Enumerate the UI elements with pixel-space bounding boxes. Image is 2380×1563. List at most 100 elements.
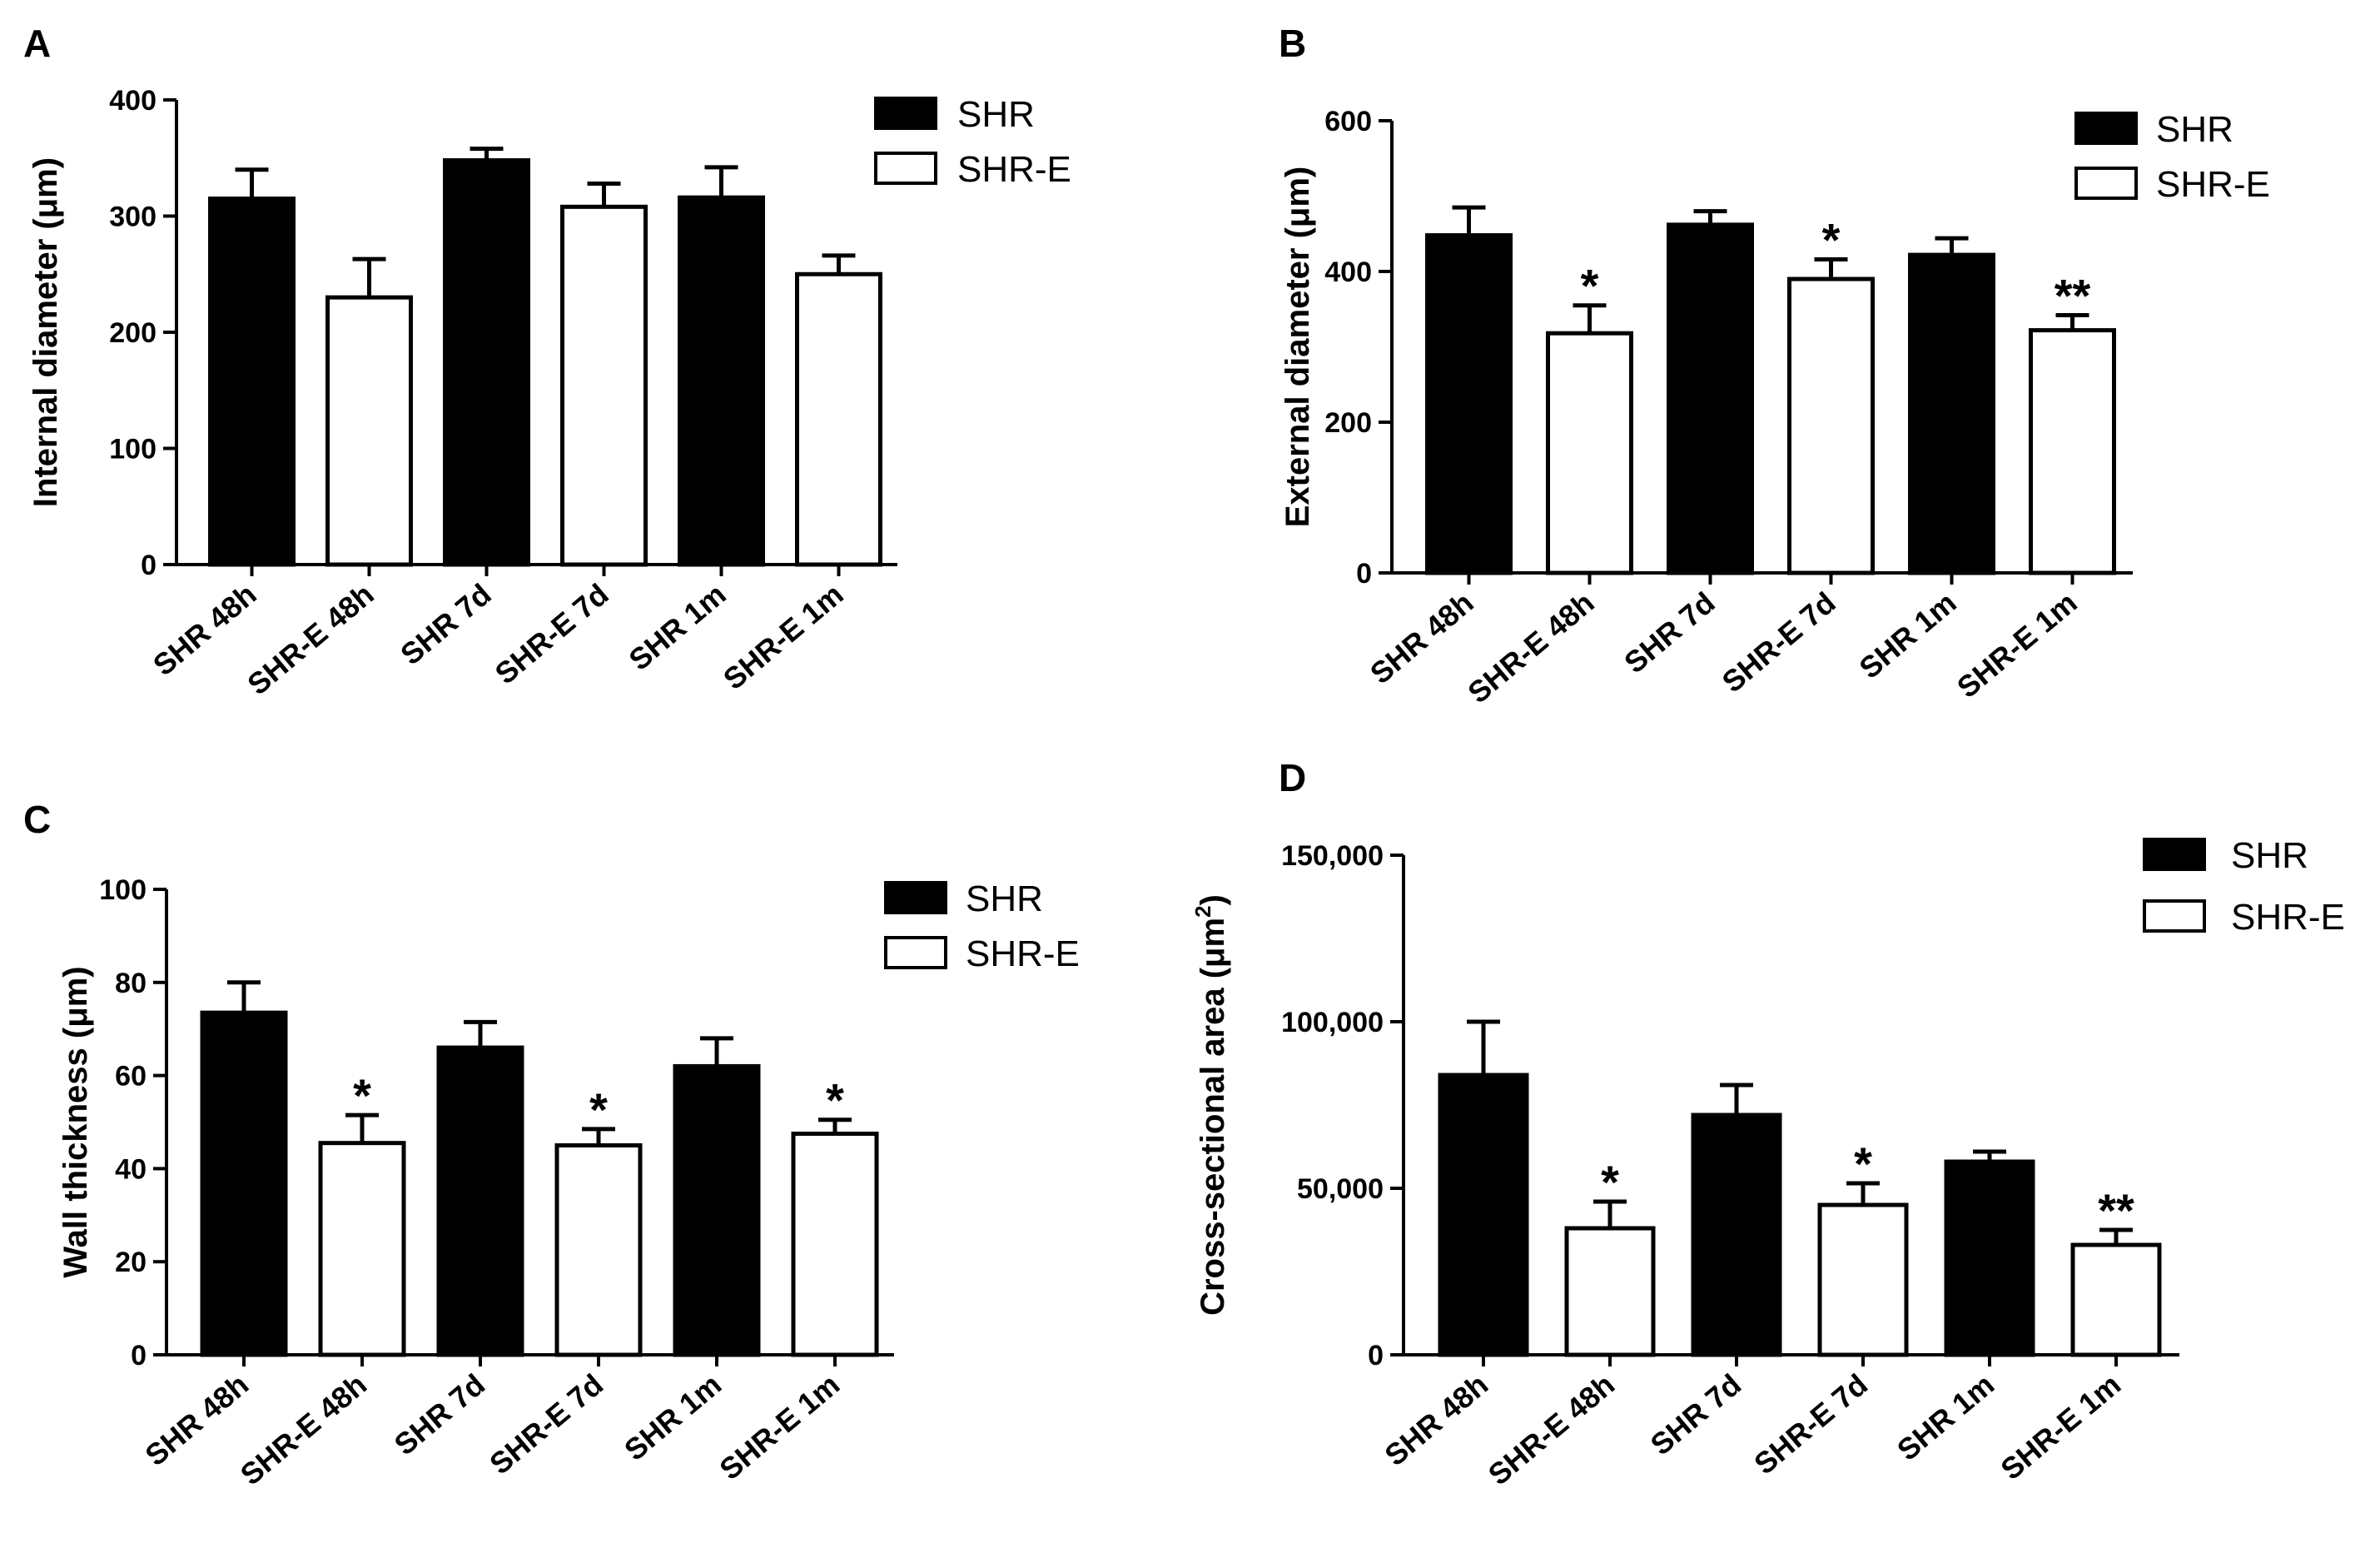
- x-tick-label: SHR 7d: [388, 1367, 491, 1462]
- y-tick-label: 200: [109, 317, 157, 349]
- bar-shr-48h: [1438, 1073, 1529, 1357]
- x-tick-label: SHR-E 1m: [1994, 1367, 2127, 1486]
- significance-marker: *: [1822, 214, 1841, 266]
- significance-marker: *: [353, 1069, 371, 1122]
- bar-shr-e-48h: [1564, 1226, 1656, 1357]
- y-tick-label: 60: [115, 1061, 147, 1093]
- y-tick-label: 0: [1368, 1340, 1384, 1371]
- x-tick-label: SHR 7d: [1617, 585, 1721, 680]
- y-tick-label: 0: [131, 1340, 147, 1371]
- bar-shr-48h: [208, 197, 296, 567]
- bar-shr-7d: [443, 158, 530, 567]
- y-axis-label: Internal diameter (μm): [27, 157, 64, 507]
- panel-letter: A: [23, 22, 51, 65]
- y-tick-label: 150,000: [1281, 840, 1384, 872]
- legend-swatch-shr: [2074, 112, 2138, 145]
- x-tick-label: SHR 48h: [1364, 585, 1480, 691]
- legend-label-shr: SHR: [957, 94, 1035, 135]
- significance-marker: *: [826, 1074, 844, 1127]
- x-tick-label: SHR 1m: [623, 577, 733, 677]
- bar-shr-7d: [436, 1045, 524, 1357]
- chart-panel-a: A 0 100 200 300 400 Internal diameter (μm) SHR …: [23, 22, 1071, 701]
- legend-label-shr-e: SHR-E: [2156, 164, 2270, 205]
- x-tick-label: SHR-E 1m: [1950, 585, 2084, 704]
- x-tick-label: SHR 48h: [138, 1367, 255, 1473]
- legend-swatch-shr-e: [874, 152, 937, 185]
- x-tick-label: SHR 7d: [394, 577, 497, 672]
- bar-shr-e-7d: [1787, 276, 1875, 575]
- chart-panel-d: D 0 50,000 100,000 150,000 Cross-sectional ar…: [1190, 756, 2345, 1491]
- legend: SHR SHR-E: [874, 94, 1071, 190]
- x-tick-label: SHR 48h: [1378, 1367, 1494, 1473]
- y-tick-label: 0: [1356, 558, 1372, 590]
- legend-swatch-shr-e: [2143, 899, 2206, 933]
- x-tick-label: SHR 1m: [618, 1367, 728, 1467]
- panel-letter: D: [1279, 756, 1306, 799]
- y-tick-label: 300: [109, 202, 157, 233]
- x-tick-label: SHR-E 48h: [1461, 585, 1600, 710]
- x-tick-label: SHR-E 1m: [713, 1367, 846, 1486]
- significance-marker: *: [1854, 1137, 1872, 1190]
- y-tick-label: 400: [1324, 256, 1372, 288]
- legend-swatch-shr-e: [2074, 167, 2138, 200]
- legend: SHR SHR-E: [2143, 835, 2345, 938]
- bar-shr-e-48h: [1546, 331, 1633, 575]
- x-tick-label: SHR 1m: [1891, 1367, 2000, 1467]
- legend-label-shr: SHR: [966, 879, 1043, 919]
- y-tick-label: 100: [99, 874, 147, 906]
- y-tick-label: 400: [109, 85, 157, 117]
- x-tick-label: SHR-E 7d: [1716, 585, 1842, 699]
- significance-marker: *: [1601, 1156, 1619, 1208]
- significance-marker: *: [1581, 260, 1599, 312]
- y-axis-label: External diameter (μm): [1279, 167, 1316, 528]
- bar-shr-e-48h: [318, 1141, 406, 1357]
- y-axis-label-close: ): [1195, 894, 1231, 905]
- bar-shr-48h: [1425, 233, 1513, 575]
- bar-shr-e-7d: [1817, 1202, 1909, 1357]
- significance-marker: **: [2098, 1184, 2134, 1237]
- significance-marker: **: [2055, 269, 2091, 321]
- x-tick-label: SHR-E 7d: [489, 577, 615, 691]
- y-tick-label: 40: [115, 1153, 147, 1185]
- bar-shr-e-7d: [560, 204, 648, 567]
- legend: SHR SHR-E: [2074, 109, 2270, 205]
- x-tick-label: SHR-E 7d: [483, 1367, 609, 1481]
- bar-shr-e-7d: [554, 1142, 643, 1357]
- bar-shr-e-1m: [791, 1131, 879, 1357]
- bar-shr-e-48h: [325, 295, 413, 567]
- bar-shr-e-1m: [795, 271, 882, 567]
- legend-swatch-shr: [874, 97, 937, 130]
- bar-shr-e-1m: [2070, 1242, 2162, 1357]
- x-tick-label: SHR 1m: [1853, 585, 1963, 685]
- significance-marker: *: [589, 1083, 608, 1136]
- bar-shr-e-1m: [2029, 328, 2116, 575]
- x-tick-label: SHR-E 48h: [1482, 1367, 1621, 1492]
- bar-shr-48h: [200, 1010, 288, 1357]
- y-tick-label: 100,000: [1281, 1007, 1384, 1038]
- chart-panel-b: B 0 200 400 600 External diameter (μm) SHR 48h…: [1279, 22, 2270, 709]
- y-tick-label: 100: [109, 434, 157, 465]
- bar-shr-1m: [1908, 252, 1995, 575]
- y-axis-label-superscript: 2: [1190, 905, 1215, 917]
- y-tick-label: 20: [115, 1247, 147, 1278]
- legend-label-shr-e: SHR-E: [957, 149, 1071, 190]
- y-axis-label-main: Cross-sectional area (μm: [1195, 918, 1231, 1316]
- y-axis-label: Cross-sectional area (μm2): [1190, 894, 1231, 1316]
- y-tick-label: 600: [1324, 106, 1372, 137]
- y-axis-label: Wall thickness (μm): [57, 966, 94, 1277]
- bar-shr-1m: [678, 195, 765, 567]
- bar-shr-1m: [1944, 1159, 2035, 1357]
- legend-label-shr: SHR: [2231, 835, 2308, 876]
- legend: SHR SHR-E: [884, 879, 1080, 974]
- y-tick-label: 80: [115, 968, 147, 999]
- legend-swatch-shr: [2143, 838, 2206, 871]
- bar-shr-7d: [1691, 1113, 1782, 1357]
- x-tick-label: SHR-E 48h: [241, 577, 380, 702]
- x-tick-label: SHR-E 48h: [234, 1367, 373, 1492]
- bar-shr-7d: [1667, 222, 1754, 575]
- panel-letter: C: [23, 798, 51, 841]
- legend-swatch-shr-e: [884, 936, 947, 969]
- legend-label-shr: SHR: [2156, 109, 2233, 150]
